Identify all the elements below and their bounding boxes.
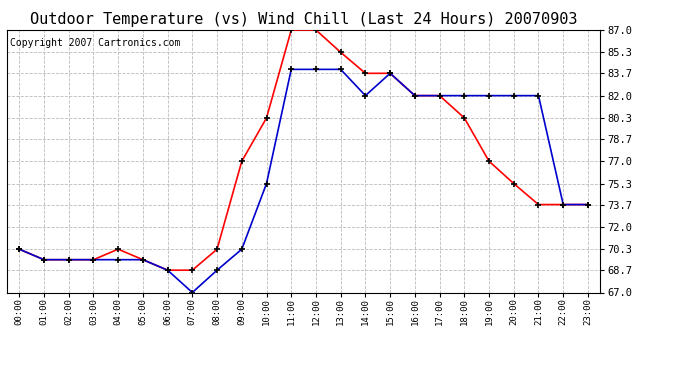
Title: Outdoor Temperature (vs) Wind Chill (Last 24 Hours) 20070903: Outdoor Temperature (vs) Wind Chill (Las… bbox=[30, 12, 578, 27]
Text: Copyright 2007 Cartronics.com: Copyright 2007 Cartronics.com bbox=[10, 38, 180, 48]
